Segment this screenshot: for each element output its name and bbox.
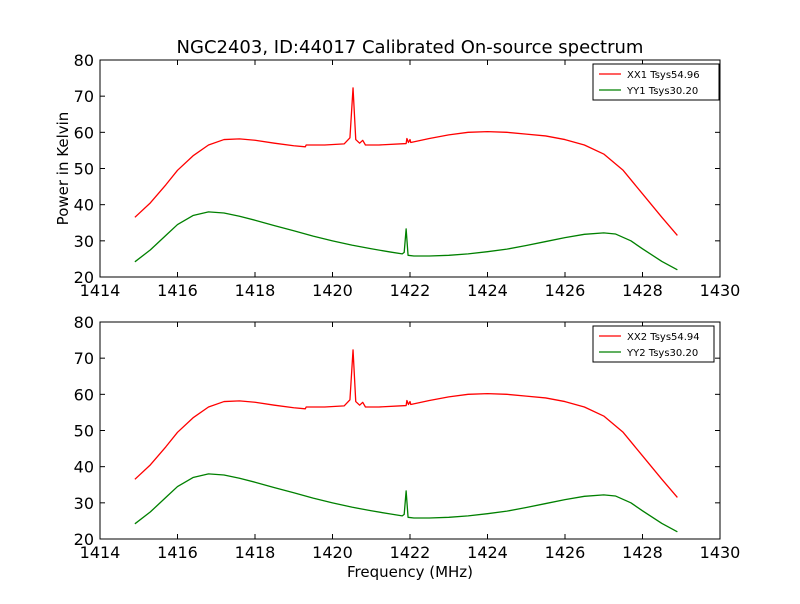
- x-tick-label: 1418: [235, 543, 276, 562]
- y-tick-label: 70: [74, 349, 94, 368]
- y-tick-label: 70: [74, 87, 94, 106]
- x-tick-label: 1416: [157, 281, 198, 300]
- x-tick-label: 1416: [157, 543, 198, 562]
- legend-box: [592, 63, 720, 101]
- x-tick-label: 1414: [80, 543, 121, 562]
- x-tick-label: 1422: [390, 543, 431, 562]
- x-tick-label: 1420: [312, 281, 353, 300]
- x-tick-label: 1426: [545, 543, 586, 562]
- legend-box: [592, 325, 715, 363]
- series-line-xx1: [134, 87, 678, 236]
- chart-title: NGC2403, ID:44017 Calibrated On-source s…: [177, 37, 644, 58]
- x-tick-label: 1428: [622, 281, 663, 300]
- series-line-yy2: [134, 473, 678, 533]
- y-tick-label: 80: [74, 51, 94, 70]
- y-tick-label: 20: [74, 530, 94, 549]
- chart-panel-2: 1414 1416 1418 1420 1422 1424 1426 1428 1430 20 30…: [74, 313, 741, 581]
- legend-entry: YY1 Tsys30.20: [626, 86, 698, 97]
- legend-entry: XX2 Tsys54.94: [627, 332, 700, 343]
- y-tick-label: 30: [74, 494, 94, 513]
- y-tick-label: 50: [74, 422, 94, 441]
- x-tick-label: 1424: [467, 281, 508, 300]
- y-tick-label: 40: [74, 196, 94, 215]
- y-tick-label: 30: [74, 232, 94, 251]
- series-line-yy1: [134, 211, 678, 271]
- x-tick-label: 1420: [312, 543, 353, 562]
- y-tick-label: 40: [74, 458, 94, 477]
- y-tick-label: 50: [74, 160, 94, 179]
- x-tick-label: 1426: [545, 281, 586, 300]
- legend: XX1 Tsys54.96 YY1 Tsys30.20: [592, 63, 720, 101]
- x-tick-label: 1418: [235, 281, 276, 300]
- y-tick-label: 20: [74, 268, 94, 287]
- legend-entry: YY2 Tsys30.20: [626, 348, 698, 359]
- y-axis-label: Power in Kelvin: [54, 112, 72, 226]
- legend-entry: XX1 Tsys54.96: [627, 70, 700, 81]
- x-tick-label: 1430: [700, 281, 741, 300]
- x-tick-label: 1414: [80, 281, 121, 300]
- x-tick-label: 1428: [622, 543, 663, 562]
- x-tick-label: 1422: [390, 281, 431, 300]
- legend: XX2 Tsys54.94 YY2 Tsys30.20: [592, 325, 715, 363]
- chart-panel-1: 1414 1416 1418 1420 1422 1424 1426 1428 1430 20 30…: [54, 51, 740, 300]
- y-tick-label: 80: [74, 313, 94, 332]
- y-tick-label: 60: [74, 385, 94, 404]
- y-tick-label: 60: [74, 123, 94, 142]
- x-axis-label: Frequency (MHz): [347, 563, 473, 581]
- x-tick-label: 1424: [467, 543, 508, 562]
- series-line-xx2: [134, 349, 678, 498]
- x-tick-label: 1430: [700, 543, 741, 562]
